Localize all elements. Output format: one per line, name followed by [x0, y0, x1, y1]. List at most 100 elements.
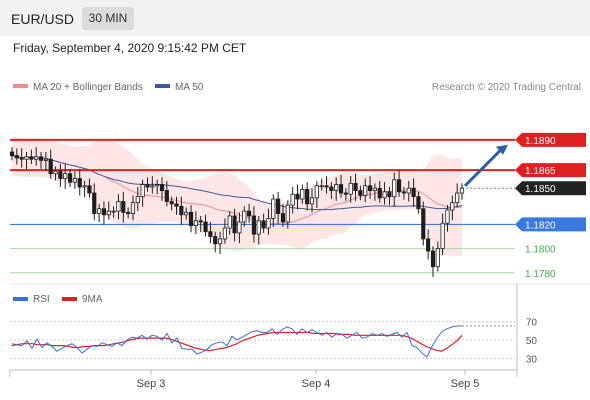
- rsi-legend-label: RSI: [33, 294, 50, 305]
- ma50-legend-swatch: [155, 84, 170, 88]
- candle-body: [184, 211, 189, 216]
- candle-body: [121, 201, 126, 213]
- rsi-ma-legend-swatch: [62, 297, 77, 301]
- candle-body: [150, 185, 155, 188]
- forecast-arrow: [463, 144, 508, 187]
- candle-body: [266, 217, 271, 229]
- candle-body: [285, 204, 290, 223]
- candle-body: [300, 188, 305, 200]
- candle-body: [77, 178, 82, 188]
- level-label-box: [515, 217, 586, 232]
- candle-body: [426, 238, 431, 252]
- candle-body: [411, 187, 416, 198]
- candle-body: [188, 211, 194, 227]
- candle-body: [358, 190, 363, 196]
- candle-body: [159, 184, 165, 192]
- candle-body: [348, 182, 353, 195]
- candle-body: [101, 208, 107, 216]
- candle-body: [435, 248, 440, 268]
- candle-body: [97, 208, 102, 214]
- level-label: 1.1780: [525, 269, 556, 280]
- candle-body: [193, 220, 198, 227]
- candle-body: [276, 198, 281, 214]
- forecast-arrow-head: [496, 144, 508, 155]
- candle-body: [280, 213, 286, 223]
- price-chart: MA 20 + Bollinger Bands MA 50 Research ©…: [9, 82, 590, 285]
- candle-body: [324, 185, 329, 188]
- candle-body: [227, 215, 232, 229]
- timeframe-button[interactable]: 30 MIN: [82, 7, 134, 30]
- candle-body: [377, 187, 382, 199]
- candle-body: [92, 192, 97, 214]
- candle-body: [450, 202, 455, 211]
- candle-body: [82, 185, 87, 188]
- candle-body: [305, 188, 310, 205]
- level-label-box: [515, 163, 586, 178]
- candle-body: [237, 221, 242, 234]
- candle-body: [440, 222, 445, 249]
- candle-body: [256, 220, 261, 235]
- level-label: 1.1800: [525, 245, 556, 256]
- rsi-ma-legend-label: 9MA: [82, 294, 103, 305]
- candle-body: [421, 208, 426, 240]
- candle-body: [174, 203, 179, 207]
- candle-body: [343, 192, 348, 195]
- candle-body: [208, 231, 213, 237]
- candle-body: [392, 179, 397, 198]
- candle-body: [363, 185, 368, 196]
- candle-body: [416, 196, 421, 210]
- candle-body: [67, 173, 73, 183]
- candle-body: [232, 215, 237, 234]
- candle-body: [329, 186, 334, 192]
- candle-body: [169, 201, 174, 205]
- rsi-chart: RSI 9MA 70 50 30 Sep 3 Sep 4 Sep 5: [9, 284, 538, 390]
- candle-body: [34, 156, 39, 160]
- candle-body: [126, 211, 131, 214]
- candle-body: [251, 215, 257, 235]
- candle-body: [222, 227, 227, 240]
- candle-body: [387, 191, 392, 198]
- candle-body: [19, 157, 24, 160]
- candle-body: [309, 197, 315, 205]
- rsi-tick-label: 30: [526, 355, 538, 366]
- x-tick-label: Sep 3: [137, 378, 166, 390]
- level-label: 1.1865: [525, 166, 556, 177]
- candle-body: [295, 193, 300, 200]
- candle-body: [43, 158, 48, 161]
- rsi-tick-label: 70: [526, 317, 538, 328]
- ma50-legend-label: MA 50: [175, 82, 204, 93]
- rsi-line: [11, 325, 462, 358]
- candle-body: [430, 250, 436, 268]
- rsi-tick-label: 50: [526, 336, 538, 347]
- candle-body: [164, 190, 169, 202]
- x-tick-label: Sep 5: [451, 378, 480, 390]
- rsi-ma-line: [11, 331, 463, 352]
- level-label: 1.1850: [525, 184, 556, 195]
- candle-body: [140, 184, 145, 198]
- ma20-legend-swatch: [13, 84, 28, 88]
- candle-body: [179, 205, 184, 216]
- candle-body: [271, 198, 276, 219]
- candle-body: [116, 201, 121, 212]
- candle-body: [213, 236, 218, 245]
- level-labels: 1.1890 1.1865 1.1850 1.1820 1.1800 1.1780: [515, 132, 586, 280]
- candle-body: [38, 156, 44, 161]
- level-label: 1.1820: [525, 220, 556, 231]
- candle-body: [58, 170, 63, 179]
- candle-body: [314, 185, 319, 199]
- symbol-label: EUR/USD: [11, 11, 75, 27]
- candle-body: [198, 220, 203, 223]
- candle-body: [261, 220, 266, 229]
- candle-body: [242, 210, 247, 223]
- candle-body: [372, 187, 377, 192]
- top-bar: EUR/USD 30 MIN: [0, 0, 590, 36]
- level-label-box: [515, 181, 586, 196]
- candle-body: [72, 178, 77, 183]
- candle-body: [48, 158, 53, 175]
- level-label: 1.1890: [525, 136, 556, 147]
- candle-body: [135, 196, 140, 204]
- candle-body: [53, 170, 58, 175]
- candle-body: [401, 191, 407, 194]
- candle-body: [155, 184, 160, 187]
